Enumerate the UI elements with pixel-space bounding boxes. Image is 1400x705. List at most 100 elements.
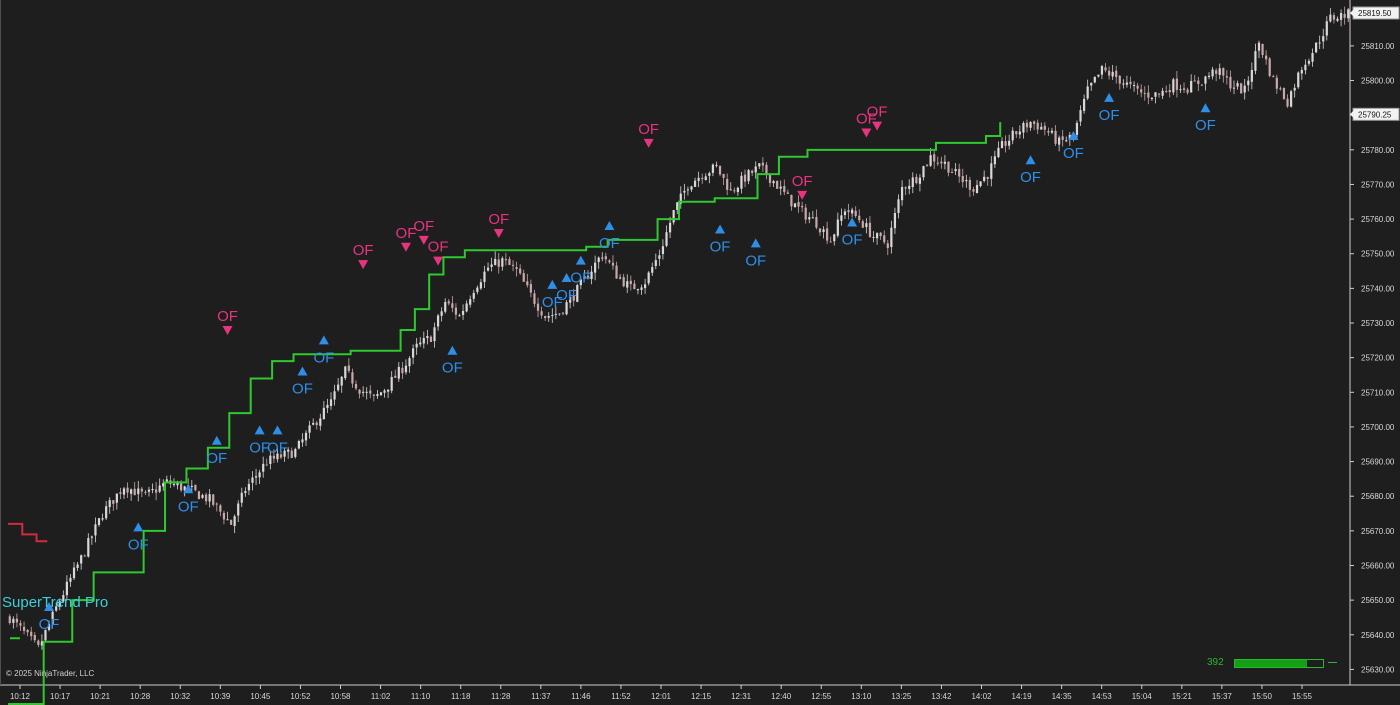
candle-body xyxy=(1279,88,1282,90)
candle-body xyxy=(444,302,447,312)
candle-body xyxy=(893,212,897,229)
candle-body xyxy=(858,215,861,221)
candle-body xyxy=(911,177,914,187)
candle-body xyxy=(1008,140,1011,146)
candle-body xyxy=(918,177,922,184)
candle-body xyxy=(158,485,161,492)
candle-body xyxy=(1314,42,1318,53)
candle-body xyxy=(1293,87,1296,91)
candle-body xyxy=(1240,83,1243,94)
candle-body xyxy=(990,163,993,179)
candle-body xyxy=(276,453,279,460)
candle-body xyxy=(676,202,679,210)
x-tick-label: 15:50 xyxy=(1252,692,1273,701)
candle-body xyxy=(597,257,600,263)
candle-body xyxy=(733,190,736,192)
candle-body xyxy=(1111,71,1114,77)
price-marker-label: 25819.50 xyxy=(1358,9,1392,18)
candle-body xyxy=(915,176,918,184)
candle-body xyxy=(140,488,143,492)
candle-body xyxy=(1225,76,1228,78)
buy-signal-label: OF xyxy=(570,270,591,287)
candle-body xyxy=(1254,51,1257,71)
candle-body xyxy=(383,390,386,393)
copyright-text: © 2025 NinjaTrader, LLC xyxy=(6,669,95,678)
candle-body xyxy=(176,483,179,486)
candle-body xyxy=(1100,66,1104,75)
x-tick-label: 10:52 xyxy=(290,692,311,701)
sell-signal-label: OF xyxy=(428,239,449,256)
x-tick-label: 11:37 xyxy=(531,692,551,701)
buy-signal-triangle xyxy=(1068,130,1079,140)
candle-body xyxy=(822,229,825,233)
candle-body xyxy=(326,404,329,409)
x-tick-label: 12:55 xyxy=(811,692,832,701)
candle-body xyxy=(8,616,11,623)
candle-body xyxy=(783,185,786,193)
candle-body xyxy=(1193,80,1196,82)
y-tick-label: 25800.00 xyxy=(1361,77,1395,86)
candle-body xyxy=(1218,68,1221,75)
candle-body xyxy=(993,156,996,165)
candle-body xyxy=(1300,69,1303,74)
buy-signal-triangle xyxy=(254,425,265,435)
candle-body xyxy=(1339,13,1343,20)
x-tick-label: 10:32 xyxy=(170,692,191,701)
candle-body xyxy=(19,623,22,626)
candle-body xyxy=(126,487,129,493)
candle-body xyxy=(194,484,197,491)
candle-body xyxy=(661,246,665,255)
sell-signal-triangle xyxy=(400,242,411,252)
buy-signal-label: OF xyxy=(292,381,313,398)
candle-body xyxy=(1079,110,1082,122)
candle-body xyxy=(1336,18,1339,21)
candle-body xyxy=(419,342,422,345)
candle-body xyxy=(1132,85,1136,87)
candle-body xyxy=(922,166,925,178)
candle-body xyxy=(426,335,429,339)
candle-body xyxy=(162,483,165,487)
candle-body xyxy=(1175,78,1179,90)
candle-body xyxy=(1268,58,1271,76)
sell-signal-triangle xyxy=(861,128,872,138)
buy-signal-triangle xyxy=(847,217,858,227)
candle-body xyxy=(1104,67,1107,71)
buy-signal-label: OF xyxy=(542,294,563,311)
candle-body xyxy=(611,262,615,266)
buy-signal-label: OF xyxy=(206,450,227,467)
candle-body xyxy=(1150,97,1154,99)
candle-body xyxy=(529,284,532,293)
candle-body xyxy=(451,303,454,308)
buy-signal-triangle xyxy=(447,345,458,355)
candle-body xyxy=(372,394,375,396)
candle-body xyxy=(394,375,397,378)
candle-body xyxy=(486,267,490,271)
buy-signal-label: OF xyxy=(128,536,149,553)
candle-body xyxy=(726,178,729,190)
candle-body xyxy=(958,168,961,177)
candle-body xyxy=(693,180,697,187)
candle-body xyxy=(204,494,208,502)
buy-signal-label: OF xyxy=(745,252,766,269)
x-tick-label: 12:01 xyxy=(651,692,672,701)
x-tick-label: 11:02 xyxy=(371,692,391,701)
candle-body xyxy=(354,384,358,389)
candle-body xyxy=(768,174,772,183)
candle-body xyxy=(69,577,72,582)
candle-body xyxy=(37,640,40,645)
candle-body xyxy=(179,482,183,491)
candle-body xyxy=(504,259,508,261)
candle-body xyxy=(251,477,254,483)
sell-signal-label: OF xyxy=(792,173,813,190)
candle-body xyxy=(961,176,964,183)
candle-body xyxy=(847,210,850,213)
candle-body xyxy=(765,164,768,176)
candle-body xyxy=(1043,125,1046,130)
candle-body xyxy=(254,476,258,478)
x-tick-label: 14:53 xyxy=(1092,692,1113,701)
candle-body xyxy=(547,315,550,318)
candle-body xyxy=(290,450,293,459)
buy-signal-label: OF xyxy=(1099,107,1120,124)
